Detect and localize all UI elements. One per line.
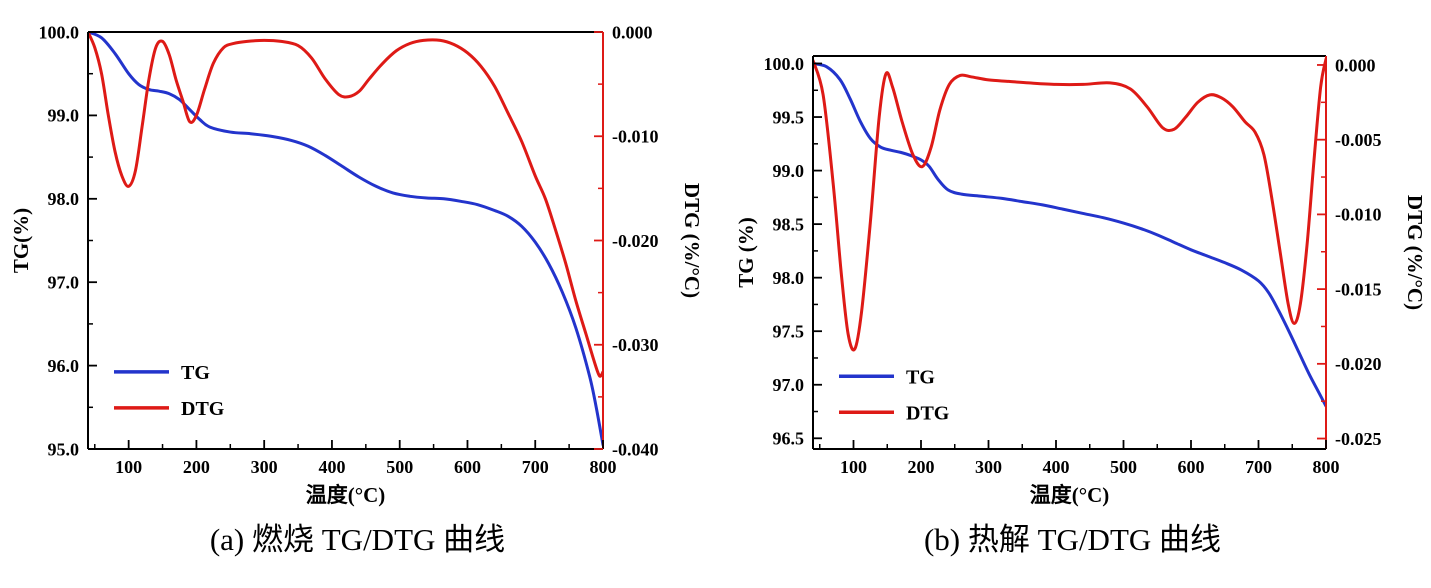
right-tick-label: -0.040: [612, 439, 659, 459]
x-tick-label: 700: [1245, 457, 1272, 477]
left-tick-label: 100.0: [763, 54, 804, 74]
right-tick-label: -0.005: [1335, 130, 1382, 150]
left-y-axis-label: TG (%): [734, 217, 758, 288]
right-tick-label: -0.010: [1335, 205, 1382, 225]
left-tick-label: 96.0: [47, 356, 79, 376]
left-tick-label: 96.5: [772, 429, 804, 449]
left-tick-label: 97.0: [47, 273, 79, 293]
x-axis: 100 200 300 400 500 600 700 800 温度(°C): [818, 440, 1339, 507]
x-tick-label: 300: [250, 457, 277, 477]
x-axis-label: 温度(°C): [1029, 483, 1109, 507]
x-tick-label: 200: [907, 457, 934, 477]
right-tick-label: 0.000: [1335, 55, 1376, 75]
right-tick-label: -0.020: [1335, 354, 1382, 374]
left-y-axis: 96.5 97.0 97.5 98.0 98.5 99.0 99.5 100.0 TG (%): [734, 54, 822, 449]
caption-b: (b) 热解 TG/DTG 曲线: [923, 522, 1222, 557]
x-axis: 100 200 300 400 500 600 700 800 温度(°C): [93, 440, 616, 507]
caption-a: (a) 燃烧 TG/DTG 曲线: [209, 522, 506, 557]
x-tick-label: 800: [589, 457, 616, 477]
right-tick-label: -0.015: [1335, 279, 1382, 299]
plot-frame: [811, 55, 1327, 450]
right-y-axis: 0.000 -0.005 -0.010 -0.015 -0.020 -0.025 DTG (…: [1316, 55, 1427, 449]
x-tick-label: 800: [1312, 457, 1339, 477]
chart-b-pyrolysis-tg-dtg: 100 200 300 400 500 600 700 800 温度(°C) 96.5 97.0 97…: [734, 54, 1427, 507]
chart-panel-a: 100 200 300 400 500 600 700 800 温度(°C) 95.0 96.0 97…: [0, 4, 715, 588]
right-tick-label: -0.030: [612, 335, 659, 355]
left-tick-label: 99.0: [772, 161, 804, 181]
left-tick-label: 98.5: [772, 214, 804, 234]
plot-frame: [86, 31, 604, 450]
left-tick-label: 97.5: [772, 322, 804, 342]
left-tick-label: 98.0: [772, 268, 804, 288]
chart-panel-b: 100 200 300 400 500 600 700 800 温度(°C) 96.5 97.0 97…: [715, 4, 1430, 588]
left-y-axis: 95.0 96.0 97.0 98.0 99.0 100.0 TG(%): [9, 22, 97, 459]
dtg-curve: [87, 32, 603, 378]
right-tick-label: -0.020: [612, 231, 659, 251]
legend-label-tg: TG: [181, 362, 210, 384]
x-axis-label: 温度(°C): [305, 483, 385, 507]
x-tick-label: 600: [1177, 457, 1204, 477]
x-tick-label: 500: [386, 457, 413, 477]
x-tick-label: 100: [840, 457, 867, 477]
x-tick-label: 200: [182, 457, 209, 477]
x-tick-label: 700: [521, 457, 548, 477]
left-tick-label: 99.0: [47, 106, 79, 126]
x-tick-label: 100: [115, 457, 142, 477]
legend-label-dtg: DTG: [906, 402, 950, 424]
right-tick-label: -0.025: [1335, 429, 1382, 449]
right-tick-label: -0.010: [612, 127, 659, 147]
left-tick-label: 99.5: [772, 107, 804, 127]
x-tick-label: 500: [1110, 457, 1137, 477]
right-tick-label: 0.000: [612, 22, 653, 42]
right-y-axis: 0.000 -0.010 -0.020 -0.030 -0.040 DTG (%/°C): [593, 22, 704, 459]
dtg-curve: [812, 57, 1326, 352]
tg-curve: [87, 32, 603, 447]
tg-curve: [812, 62, 1326, 408]
left-tick-label: 100.0: [38, 22, 79, 42]
chart-a-combustion-tg-dtg: 100 200 300 400 500 600 700 800 温度(°C) 95.0 96.0 97…: [9, 22, 704, 507]
right-y-axis-label: DTG (%/°C): [680, 183, 704, 298]
legend: TG DTG: [838, 366, 950, 424]
left-tick-label: 98.0: [47, 189, 79, 209]
x-tick-label: 400: [318, 457, 345, 477]
x-tick-label: 400: [1042, 457, 1069, 477]
left-y-axis-label: TG(%): [9, 208, 33, 273]
x-tick-label: 300: [975, 457, 1002, 477]
right-y-axis-label: DTG (%/°C): [1403, 195, 1427, 310]
legend-label-dtg: DTG: [181, 398, 225, 420]
legend-label-tg: TG: [906, 366, 935, 388]
legend: TG DTG: [113, 362, 225, 420]
x-tick-label: 600: [453, 457, 480, 477]
left-tick-label: 95.0: [47, 439, 79, 459]
left-tick-label: 97.0: [772, 375, 804, 395]
